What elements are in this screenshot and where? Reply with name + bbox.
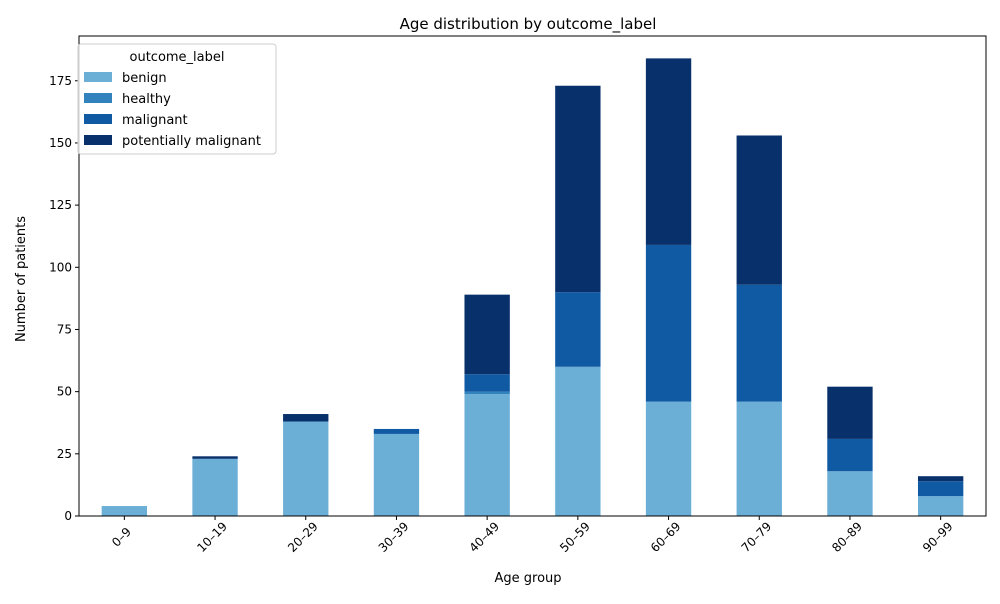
- x-tick-label: 50–59: [557, 519, 593, 555]
- bar-potentially-malignant-80-89: [827, 386, 873, 439]
- x-tick-label: 40–49: [466, 519, 502, 555]
- x-tick-label: 70–79: [739, 519, 775, 555]
- bar-potentially-malignant-40-49: [464, 294, 510, 375]
- bars-layer: [101, 58, 964, 516]
- y-tick-label: 125: [49, 198, 72, 212]
- legend-swatch-potentially-malignant: [84, 135, 112, 145]
- legend-swatch-malignant: [84, 114, 112, 124]
- bar-malignant-70-79: [736, 284, 782, 402]
- bar-potentially-malignant-20-29: [283, 414, 329, 422]
- legend: outcome_label benign healthy malignant pote…: [77, 43, 277, 155]
- bar-benign-90-99: [917, 496, 964, 516]
- bar-malignant-50-59: [555, 292, 601, 367]
- bar-potentially-malignant-70-79: [736, 135, 782, 285]
- bar-malignant-90-99: [917, 481, 964, 497]
- legend-label-malignant: malignant: [122, 113, 188, 128]
- bar-benign-0-9: [101, 506, 148, 516]
- y-tick-label: 50: [57, 385, 72, 399]
- bar-benign-50-59: [555, 366, 601, 516]
- y-tick-label: 75: [57, 322, 72, 336]
- y-axis-title: Number of patients: [14, 216, 29, 342]
- bar-malignant-80-89: [827, 438, 873, 472]
- bar-malignant-30-39: [373, 428, 420, 434]
- bar-potentially-malignant-10-19: [192, 456, 238, 459]
- bar-potentially-malignant-50-59: [555, 85, 601, 293]
- legend-label-potentially-malignant: potentially malignant: [122, 134, 261, 149]
- bar-malignant-60-69: [645, 244, 692, 402]
- legend-label-healthy: healthy: [122, 92, 171, 107]
- y-tick-label: 100: [49, 260, 72, 274]
- legend-label-benign: benign: [122, 71, 167, 86]
- x-tick-label: 20–29: [285, 519, 321, 555]
- x-tick-label: 0–9: [109, 525, 134, 550]
- x-tick-label: 60–69: [648, 519, 684, 555]
- bar-malignant-40-49: [464, 374, 510, 392]
- legend-swatch-healthy: [84, 93, 112, 103]
- bar-benign-70-79: [736, 401, 782, 516]
- bar-potentially-malignant-90-99: [917, 476, 964, 482]
- y-tick-label: 150: [49, 136, 72, 150]
- x-tick-label: 90–99: [920, 519, 956, 555]
- bar-benign-80-89: [827, 471, 873, 516]
- y-tick-label: 175: [49, 74, 72, 88]
- bar-potentially-malignant-60-69: [645, 58, 692, 245]
- x-tick-label: 80–89: [829, 519, 865, 555]
- x-tick-label: 10–19: [194, 519, 230, 555]
- bar-benign-60-69: [645, 401, 692, 516]
- bar-healthy-40-49: [464, 391, 510, 395]
- y-tick-label: 0: [64, 509, 72, 523]
- bar-benign-30-39: [373, 433, 420, 516]
- legend-title: outcome_label: [130, 50, 225, 65]
- x-axis-title: Age group: [494, 571, 561, 586]
- legend-frame: [77, 43, 277, 155]
- chart-title: Age distribution by outcome_label: [400, 15, 657, 34]
- plot-frame: [78, 35, 987, 517]
- x-tick-label: 30–39: [376, 519, 412, 555]
- bar-benign-40-49: [464, 394, 510, 516]
- y-tick-label: 25: [57, 447, 72, 461]
- bar-benign-10-19: [192, 458, 238, 516]
- bar-benign-20-29: [283, 421, 329, 516]
- legend-swatch-benign: [84, 72, 112, 82]
